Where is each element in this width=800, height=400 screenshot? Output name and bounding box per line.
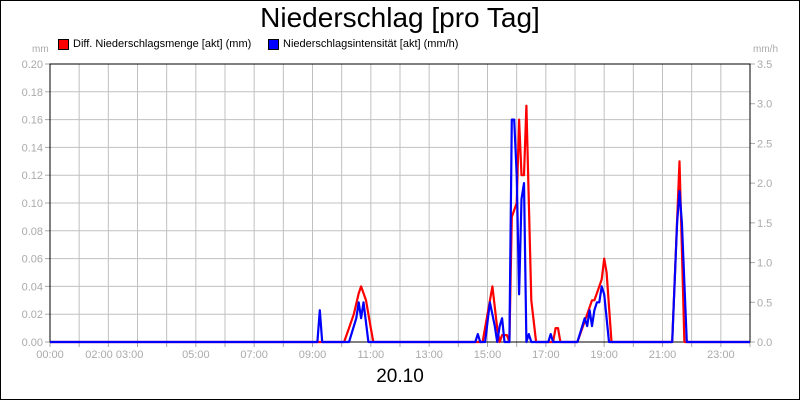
svg-text:0.04: 0.04 (22, 281, 43, 293)
svg-text:0.5: 0.5 (757, 297, 772, 309)
svg-text:02:00 03:00: 02:00 03:00 (85, 349, 143, 361)
svg-text:07:00: 07:00 (240, 349, 268, 361)
right-axis-unit: mm/h (753, 44, 778, 55)
svg-text:00:00: 00:00 (36, 349, 64, 361)
legend-swatch-red (58, 38, 69, 50)
svg-text:1.0: 1.0 (757, 258, 772, 270)
svg-text:15:00: 15:00 (474, 349, 502, 361)
svg-text:0.08: 0.08 (22, 226, 43, 238)
svg-text:0.00: 0.00 (22, 337, 43, 349)
svg-text:19:00: 19:00 (590, 349, 618, 361)
svg-text:0.14: 0.14 (22, 142, 43, 154)
svg-text:0.10: 0.10 (22, 198, 43, 210)
svg-text:05:00: 05:00 (182, 349, 210, 361)
svg-text:09:00: 09:00 (299, 349, 327, 361)
chart-title: Niederschlag [pro Tag] (260, 2, 540, 33)
legend-label: Diff. Niederschlagsmenge [akt] (mm) (73, 38, 252, 50)
svg-text:11:00: 11:00 (357, 349, 384, 361)
svg-text:1.5: 1.5 (757, 218, 772, 230)
svg-text:2.0: 2.0 (757, 178, 772, 190)
svg-text:2.5: 2.5 (757, 138, 772, 150)
legend-swatch-blue (268, 38, 279, 50)
svg-text:0.12: 0.12 (22, 170, 43, 182)
left-axis-unit: mm (32, 44, 49, 55)
legend-item-niederschlagsmenge: Diff. Niederschlagsmenge [akt] (mm) (58, 38, 251, 50)
svg-text:3.5: 3.5 (757, 59, 772, 71)
svg-text:21:00: 21:00 (649, 349, 677, 361)
svg-text:0.0: 0.0 (757, 337, 772, 349)
date-label: 20.10 (376, 366, 424, 387)
legend-label: Niederschlagsintensität [akt] (mm/h) (283, 38, 459, 50)
legend-item-niederschlagsintensitaet: Niederschlagsintensität [akt] (mm/h) (268, 38, 458, 50)
svg-text:0.02: 0.02 (22, 309, 43, 321)
svg-text:23:00: 23:00 (707, 349, 735, 361)
svg-text:17:00: 17:00 (532, 349, 560, 361)
svg-text:13:00: 13:00 (415, 349, 443, 361)
svg-text:0.20: 0.20 (22, 59, 43, 71)
svg-text:3.0: 3.0 (757, 99, 772, 111)
svg-text:0.18: 0.18 (22, 87, 43, 99)
svg-text:0.06: 0.06 (22, 254, 43, 266)
svg-text:0.16: 0.16 (22, 115, 43, 127)
